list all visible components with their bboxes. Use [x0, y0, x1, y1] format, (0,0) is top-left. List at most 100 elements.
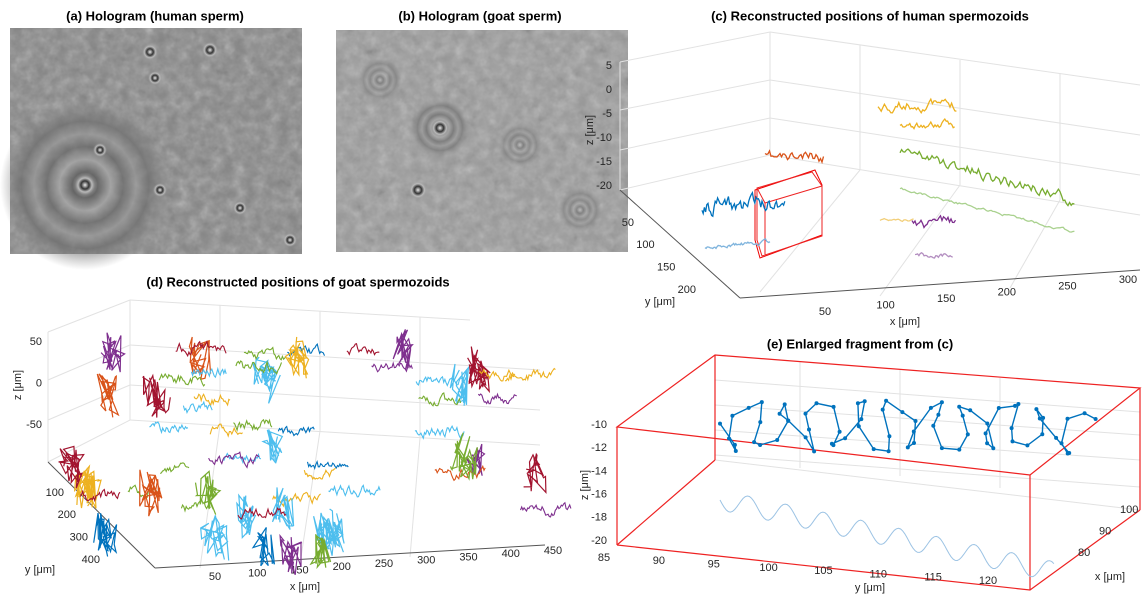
trajectory — [303, 467, 336, 481]
x-tick-label: 50 — [819, 306, 831, 318]
trajectory-point — [957, 447, 962, 452]
trajectory — [182, 400, 213, 415]
trajectory — [309, 534, 332, 570]
trajectory-point — [733, 449, 738, 453]
y-tick-label: 120 — [979, 575, 997, 587]
trajectory-point — [777, 411, 782, 416]
trajectory — [277, 425, 315, 437]
trajectory — [188, 336, 212, 380]
y-tick-label: 110 — [870, 568, 888, 580]
z-tick-label: -20 — [596, 180, 612, 192]
trajectory — [346, 342, 380, 356]
trajectory — [96, 373, 120, 418]
trajectory-point — [1009, 426, 1014, 431]
y-axis-label: y [μm] — [25, 564, 55, 576]
trajectory-point — [803, 435, 808, 440]
trajectory-point — [871, 447, 876, 452]
y-tick-label: 400 — [82, 554, 100, 566]
x-tick-label: 400 — [502, 548, 520, 560]
trajectory — [193, 393, 231, 407]
trajectory-point — [1025, 443, 1030, 448]
x-tick-label: 100 — [876, 300, 894, 312]
trajectory-point — [814, 401, 819, 406]
trajectory-point — [887, 434, 892, 439]
trajectory-point — [913, 419, 918, 423]
trajectory-point — [1010, 439, 1015, 444]
trajectory-point — [1016, 402, 1021, 406]
x-axis-label: x [μm] — [890, 316, 920, 328]
x-tick-label: 100 — [248, 568, 266, 580]
trajectory-point — [991, 446, 996, 451]
trajectory — [142, 373, 171, 418]
x-tick-label: 250 — [375, 558, 393, 570]
trajectory — [287, 343, 326, 357]
y-tick-label: 85 — [598, 552, 610, 564]
trajectory — [478, 368, 516, 382]
trajectory — [434, 464, 486, 482]
panel-title: (c) Reconstructed positions of human spe… — [711, 8, 1029, 23]
x-tick-label: 300 — [1119, 274, 1137, 286]
trajectory-point — [730, 413, 735, 418]
trajectory — [180, 499, 211, 513]
trajectory — [701, 190, 786, 218]
trajectory-point — [718, 421, 722, 426]
y-tick-label: 200 — [58, 509, 76, 521]
trajectory-point — [862, 399, 867, 404]
z-tick-label: 0 — [606, 84, 612, 96]
trajectory-point — [732, 442, 737, 447]
x-tick-label: 350 — [459, 551, 477, 563]
trajectory-point — [1034, 407, 1039, 412]
z-tick-label: -16 — [591, 489, 607, 501]
trajectory-point — [752, 440, 757, 445]
trajectory-point — [1059, 441, 1064, 446]
zoom-box-e — [615, 354, 1142, 591]
trajectory — [261, 429, 284, 464]
trajectory — [415, 375, 466, 387]
trajectory-point — [1041, 415, 1046, 420]
trajectory — [149, 421, 189, 435]
trajectory-point — [911, 429, 916, 434]
z-tick-label: 50 — [30, 336, 42, 348]
z-tick-label: -10 — [591, 419, 607, 431]
trajectory — [504, 367, 556, 382]
trajectory-point — [1037, 416, 1042, 421]
trajectory — [899, 148, 1075, 207]
x-tick-label: 50 — [209, 571, 221, 583]
x-tick-label: 200 — [333, 561, 351, 573]
trajectory-point — [758, 420, 763, 425]
trajectory-point — [905, 445, 910, 450]
trajectory-point — [829, 441, 834, 446]
trajectory-point — [812, 449, 817, 454]
hologram-b — [336, 30, 628, 252]
trajectory — [449, 432, 478, 481]
x-tick-label: 200 — [998, 287, 1016, 299]
trajectory — [418, 392, 462, 407]
z-tick-label: -10 — [596, 132, 612, 144]
y-tick-label: 100 — [636, 239, 654, 251]
trajectory — [284, 336, 310, 379]
trajectory-point — [960, 413, 965, 418]
trajectory — [235, 360, 283, 375]
trajectory-point — [859, 417, 864, 422]
trajectory — [223, 452, 262, 465]
trajectory — [58, 445, 85, 489]
trajectory-point — [856, 424, 861, 429]
z-axis-label: z [μm] — [579, 470, 591, 500]
x-tick-label: 80 — [1078, 547, 1090, 559]
trajectory-point — [996, 406, 1001, 410]
x-tick-label: 150 — [937, 293, 955, 305]
trajectory-point — [1013, 403, 1017, 408]
z-tick-label: -50 — [26, 419, 42, 431]
trajectory — [467, 346, 491, 394]
x-tick-label: 250 — [1058, 280, 1076, 292]
trajectory — [159, 462, 190, 474]
z-tick-label: -12 — [591, 442, 607, 454]
trajectory — [306, 460, 349, 470]
trajectory-point — [931, 423, 936, 428]
panel-title: (b) Hologram (goat sperm) — [398, 8, 561, 23]
trajectory — [477, 392, 517, 405]
y-axis-label: y [μm] — [855, 582, 885, 594]
trajectory-point — [803, 411, 808, 416]
y-tick-label: 95 — [708, 558, 720, 570]
